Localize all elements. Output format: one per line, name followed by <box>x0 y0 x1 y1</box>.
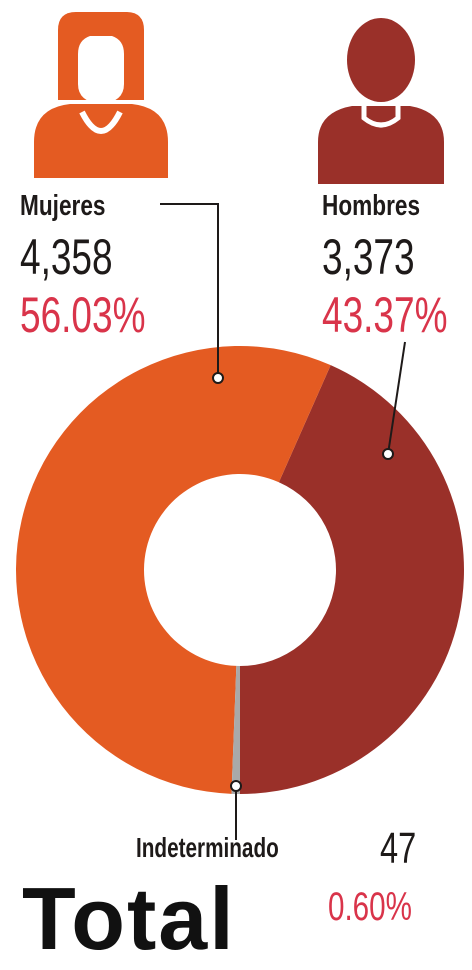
slice-indeterminado <box>231 665 240 794</box>
total-label: Total <box>22 869 236 968</box>
leader-line-mujeres <box>160 203 219 378</box>
slice-hombres <box>240 365 464 794</box>
label-indeterminado: Indeterminado <box>136 832 279 863</box>
percent-indeterminado: 0.60% <box>328 885 412 929</box>
leader-dot-mujeres <box>212 372 224 384</box>
leader-dot-hombres <box>382 448 394 460</box>
count-mujeres: 4,358 <box>20 229 113 285</box>
label-hombres: Hombres <box>322 190 421 222</box>
donut-chart <box>16 203 464 840</box>
count-hombres: 3,373 <box>322 229 415 285</box>
count-indeterminado: 47 <box>380 824 417 873</box>
leader-dot-indeterminado <box>230 780 242 792</box>
label-mujeres: Mujeres <box>20 190 106 222</box>
percent-mujeres: 56.03% <box>20 287 146 343</box>
slice-mujeres <box>16 346 331 794</box>
leader-line-hombres <box>387 341 406 455</box>
percent-hombres: 43.37% <box>322 287 448 343</box>
